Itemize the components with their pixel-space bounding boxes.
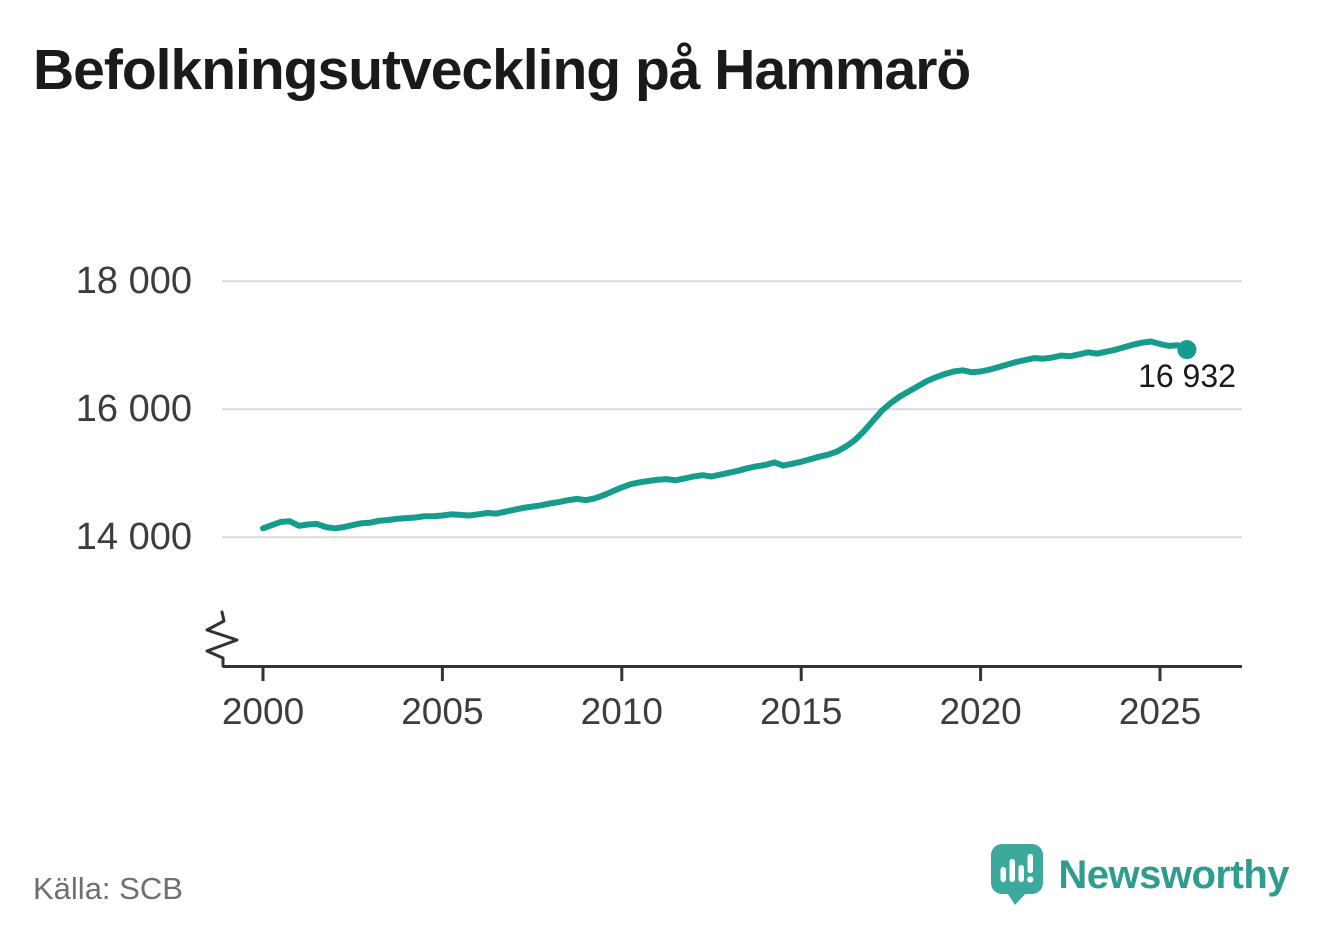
last-value-label: 16 932 xyxy=(1138,358,1236,394)
last-point-marker xyxy=(1177,340,1197,360)
x-tick-label: 2005 xyxy=(401,691,484,732)
newsworthy-bubble-icon xyxy=(991,844,1044,905)
gridlines xyxy=(222,280,1242,539)
y-axis-break-icon xyxy=(205,610,239,668)
y-tick-label: 16 000 xyxy=(75,388,192,431)
x-tick-label: 2010 xyxy=(580,691,663,732)
x-tick-label: 2020 xyxy=(939,691,1022,732)
population-line xyxy=(260,338,1190,532)
chart-title: Befolkningsutveckling på Hammarö xyxy=(33,38,971,102)
x-tick-label: 2000 xyxy=(221,691,305,732)
newsworthy-logo: Newsworthy xyxy=(990,844,1289,906)
y-tick-label: 18 000 xyxy=(75,260,192,303)
source-label: Källa: SCB xyxy=(33,871,183,906)
x-tick-label: 2015 xyxy=(760,691,843,732)
y-tick-label: 14 000 xyxy=(75,516,192,559)
x-tick-label: 2025 xyxy=(1118,691,1202,732)
newsworthy-wordmark: Newsworthy xyxy=(1058,852,1289,897)
x-axis-ticks xyxy=(261,666,1162,681)
